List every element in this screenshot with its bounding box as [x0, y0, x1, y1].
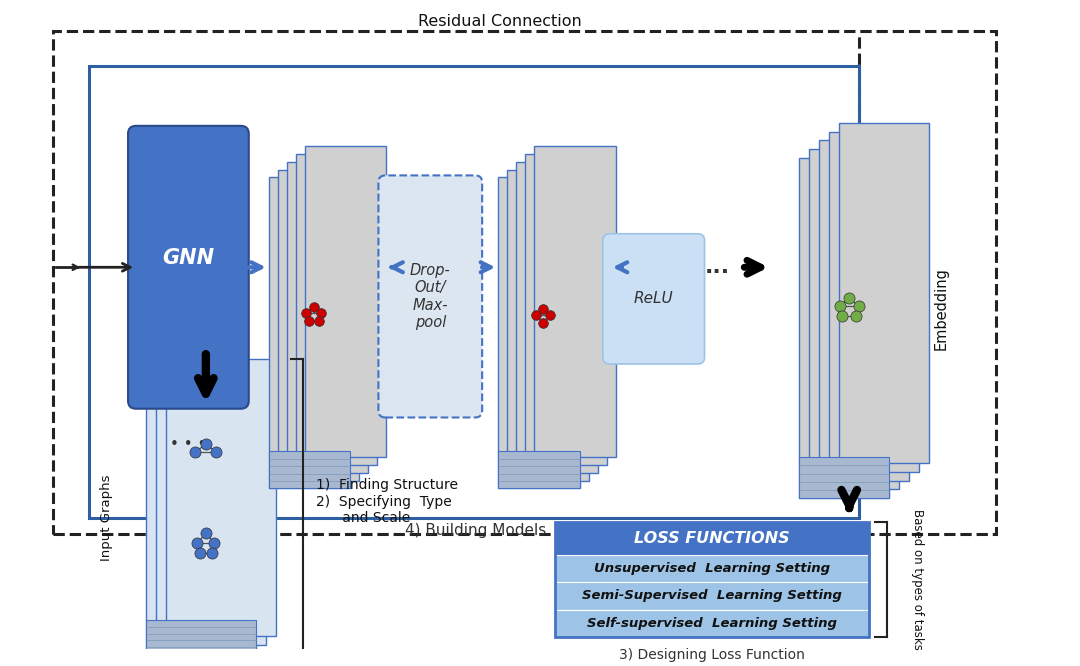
Text: Self-supervised  Learning Setting: Self-supervised Learning Setting — [588, 617, 837, 630]
FancyBboxPatch shape — [555, 555, 869, 582]
Text: 4) Building Models: 4) Building Models — [405, 523, 545, 537]
Text: GNN: GNN — [162, 248, 215, 268]
FancyBboxPatch shape — [820, 141, 909, 481]
FancyBboxPatch shape — [278, 170, 360, 481]
FancyBboxPatch shape — [378, 175, 482, 418]
FancyBboxPatch shape — [555, 522, 869, 555]
Text: • • •: • • • — [171, 437, 206, 452]
FancyBboxPatch shape — [498, 177, 580, 488]
FancyBboxPatch shape — [498, 451, 580, 488]
Text: Based on types of tasks: Based on types of tasks — [910, 509, 923, 650]
FancyBboxPatch shape — [146, 377, 256, 654]
FancyBboxPatch shape — [508, 170, 589, 481]
Text: Residual Connection: Residual Connection — [418, 14, 582, 29]
Text: LOSS FUNCTIONS: LOSS FUNCTIONS — [634, 531, 789, 546]
FancyBboxPatch shape — [525, 154, 607, 465]
FancyBboxPatch shape — [555, 609, 869, 637]
FancyBboxPatch shape — [269, 451, 351, 488]
FancyBboxPatch shape — [603, 234, 704, 364]
FancyBboxPatch shape — [809, 149, 899, 490]
FancyBboxPatch shape — [286, 162, 368, 473]
Text: 1)  Finding Structure
2)  Specifying  Type
      and Scale: 1) Finding Structure 2) Specifying Type … — [315, 478, 458, 525]
Text: Unsupervised  Learning Setting: Unsupervised Learning Setting — [594, 562, 831, 575]
Text: ReLU: ReLU — [634, 291, 674, 306]
FancyBboxPatch shape — [146, 621, 256, 654]
Text: 3) Designing Loss Function: 3) Designing Loss Function — [619, 647, 805, 662]
FancyBboxPatch shape — [829, 132, 919, 472]
FancyBboxPatch shape — [516, 162, 598, 473]
FancyBboxPatch shape — [166, 359, 275, 636]
Text: ...: ... — [705, 257, 730, 277]
FancyBboxPatch shape — [129, 126, 248, 409]
FancyBboxPatch shape — [269, 177, 351, 488]
Text: Semi-Supervised  Learning Setting: Semi-Supervised Learning Setting — [582, 589, 842, 602]
FancyBboxPatch shape — [296, 154, 377, 465]
FancyBboxPatch shape — [555, 582, 869, 609]
Text: Input Graphs: Input Graphs — [99, 474, 112, 561]
FancyBboxPatch shape — [839, 123, 929, 463]
FancyBboxPatch shape — [156, 368, 266, 645]
FancyBboxPatch shape — [90, 65, 860, 517]
FancyBboxPatch shape — [534, 147, 616, 458]
FancyBboxPatch shape — [305, 147, 387, 458]
Text: Embedding: Embedding — [933, 267, 948, 350]
FancyBboxPatch shape — [799, 158, 889, 498]
FancyBboxPatch shape — [799, 458, 889, 498]
Text: Drop-
Out/
Max-
pool: Drop- Out/ Max- pool — [410, 263, 450, 330]
